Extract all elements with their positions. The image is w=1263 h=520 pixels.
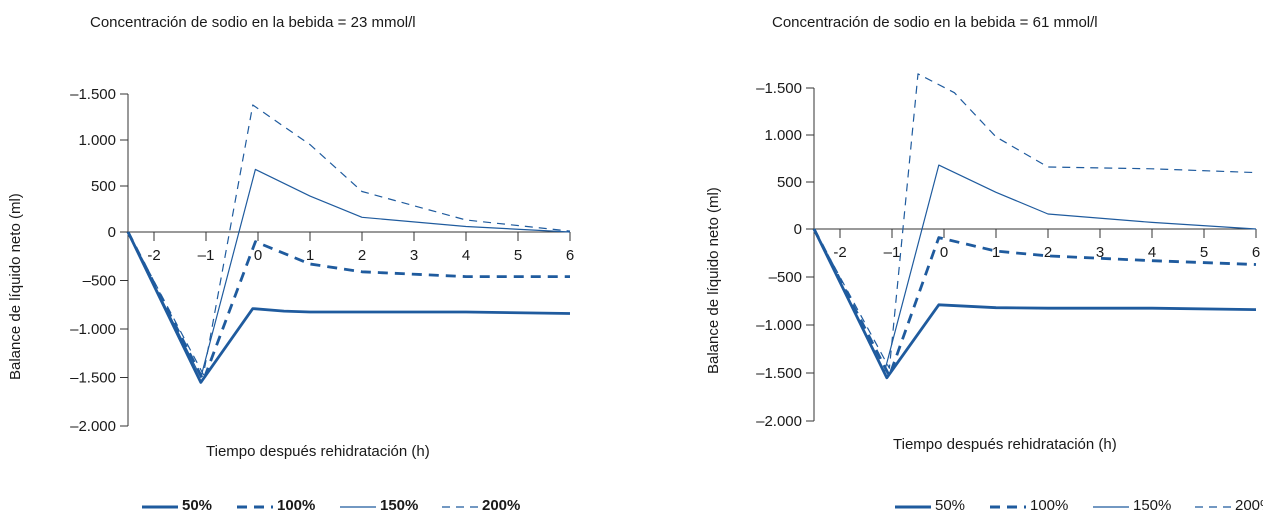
y-tick-label: –1.000 xyxy=(756,317,802,334)
legend-label: 150% xyxy=(1133,497,1172,514)
legend-swatch-100 xyxy=(990,505,1026,509)
x-tick-label: 4 xyxy=(1148,244,1156,261)
chart-plot-left: –1.500 1.000 500 0 –500 –1.000 –1.500 –2.000 -2 –… xyxy=(70,86,574,435)
chart-title: Concentración de sodio en la bebida = 61… xyxy=(772,14,1098,31)
legend-label: 100% xyxy=(1030,497,1069,514)
x-tick-label: 3 xyxy=(410,247,418,264)
y-tick-label: 1.000 xyxy=(764,127,802,144)
x-tick-label: 1 xyxy=(992,244,1000,261)
x-tick-label: –1 xyxy=(884,244,901,261)
legend-swatch-200 xyxy=(1195,506,1231,508)
y-tick-label: 0 xyxy=(108,224,116,241)
chart-plot-right: –1.500 1.000 500 0 –500 –1.000 –1.500 –2.000 -2 –… xyxy=(756,73,1260,430)
x-tick-label: 5 xyxy=(1200,244,1208,261)
y-tick-label: 500 xyxy=(777,174,802,191)
x-tick-label: -2 xyxy=(147,247,160,264)
series-line-200pct xyxy=(813,73,1257,369)
series-line-150pct xyxy=(127,168,571,379)
series-line-50pct xyxy=(812,228,1257,380)
y-tick-label: –1.500 xyxy=(70,370,116,387)
legend-swatch-50 xyxy=(895,505,931,509)
x-tick-label: 3 xyxy=(1096,244,1104,261)
series-line-100pct xyxy=(126,231,570,382)
x-tick-label: 6 xyxy=(566,247,574,264)
y-tick-label: –1.500 xyxy=(756,365,802,382)
series-line-200pct xyxy=(127,104,571,376)
legend-label: 150% xyxy=(380,497,419,514)
y-tick-label: 0 xyxy=(794,221,802,238)
legend-swatch-150 xyxy=(1093,506,1129,508)
chart-panel-right: –1.500 1.000 500 0 –500 –1.000 –1.500 –2.000 -2 –… xyxy=(633,0,1263,520)
y-tick-label: –500 xyxy=(769,269,802,286)
y-tick-label: 1.000 xyxy=(78,132,116,149)
x-tick-label: 0 xyxy=(254,247,262,264)
legend-swatch-50 xyxy=(142,505,178,509)
y-axis-label: Balance de líquido neto (ml) xyxy=(705,187,722,374)
y-tick-label: –2.000 xyxy=(70,418,116,435)
x-tick-label: 4 xyxy=(462,247,470,264)
x-tick-label: -2 xyxy=(833,244,846,261)
chart-title: Concentración de sodio en la bebida = 23… xyxy=(90,14,416,31)
x-tick-label: 0 xyxy=(940,244,948,261)
x-tick-label: 1 xyxy=(306,247,314,264)
series-line-50pct xyxy=(126,231,571,384)
legend-swatch-150 xyxy=(340,506,376,508)
chart-panel-left: –1.500 1.000 500 0 –500 –1.000 –1.500 –2.000 -2 –… xyxy=(0,0,630,520)
legend-label: 50% xyxy=(935,497,966,514)
x-tick-label: 5 xyxy=(514,247,522,264)
x-tick-label: 2 xyxy=(358,247,366,264)
x-tick-label: 2 xyxy=(1044,244,1052,261)
series-line-100pct xyxy=(812,228,1257,378)
y-tick-label: –500 xyxy=(83,273,116,290)
y-axis-label: Balance de líquido neto (ml) xyxy=(7,193,24,380)
y-tick-label: –1.500 xyxy=(70,86,116,103)
legend-swatch-200 xyxy=(442,506,478,508)
legend-label: 100% xyxy=(277,497,316,514)
x-axis-label: Tiempo después rehidratación (h) xyxy=(206,443,430,460)
legend-swatch-100 xyxy=(237,505,273,509)
legend-label: 50% xyxy=(182,497,213,514)
x-tick-label: 6 xyxy=(1252,244,1260,261)
y-tick-label: 500 xyxy=(91,178,116,195)
y-tick-label: –1.500 xyxy=(756,80,802,97)
legend-label: 200% xyxy=(482,497,521,514)
y-tick-label: –2.000 xyxy=(756,413,802,430)
legend-label: 200% xyxy=(1235,497,1263,514)
x-axis-label: Tiempo después rehidratación (h) xyxy=(893,436,1117,453)
series-line-150pct xyxy=(813,164,1257,374)
x-tick-label: –1 xyxy=(198,247,215,264)
y-tick-label: –1.000 xyxy=(70,321,116,338)
